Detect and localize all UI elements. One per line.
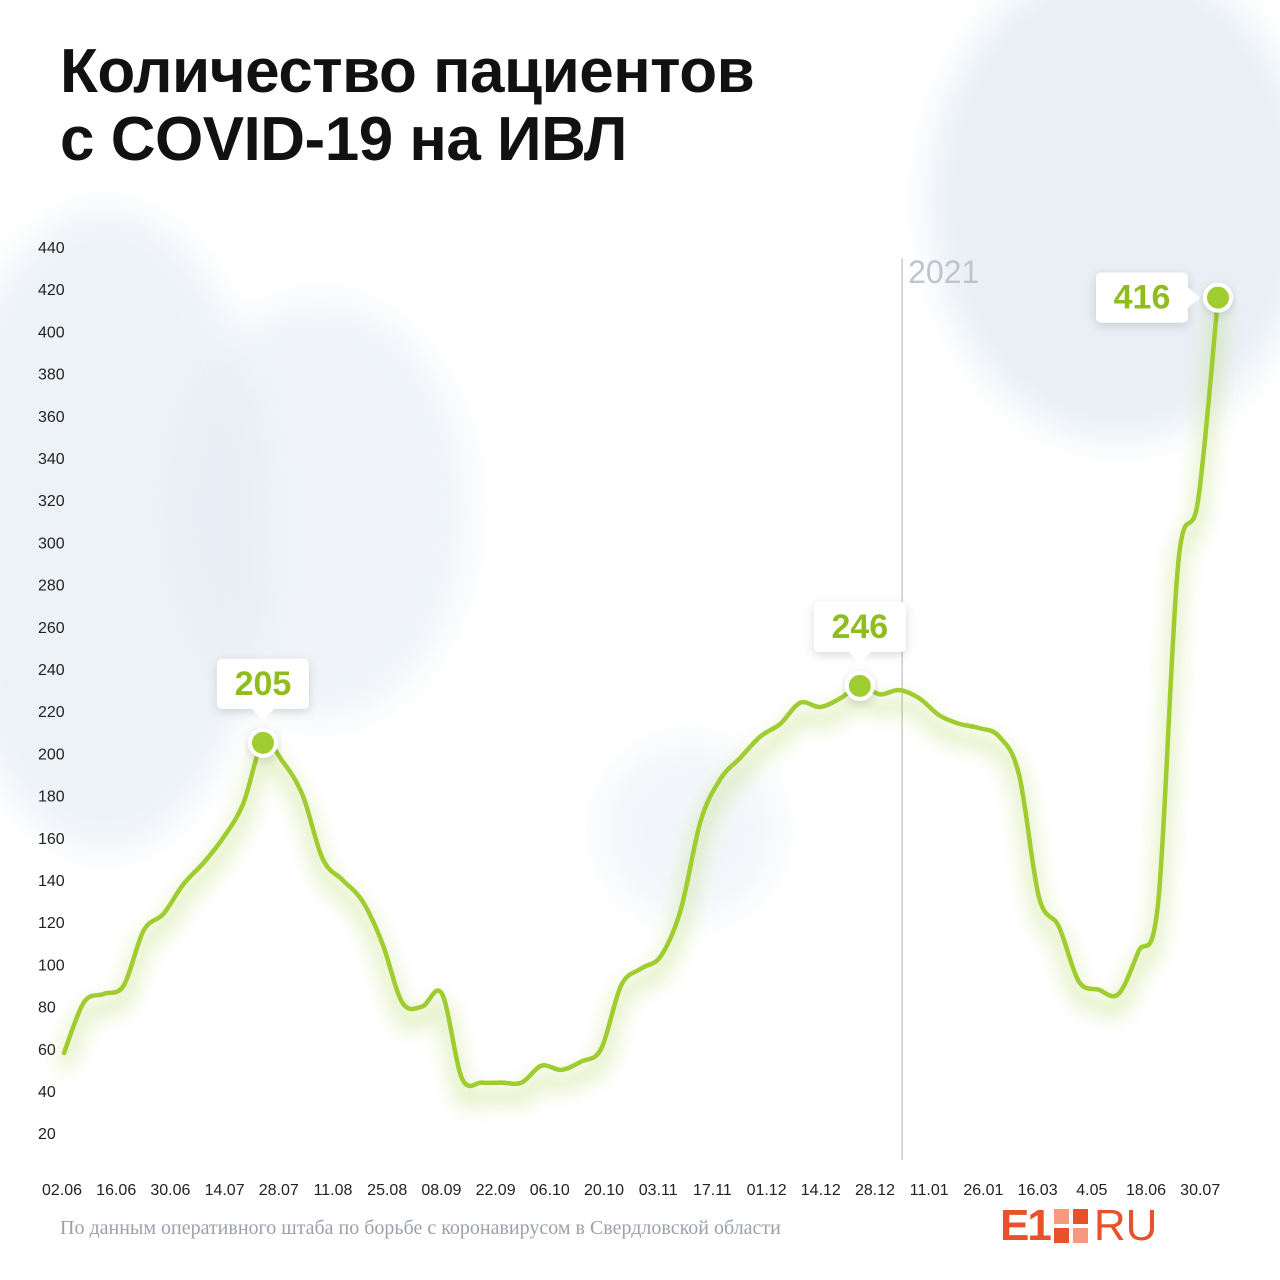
y-tick-label: 20: [38, 1126, 56, 1143]
chart-title: Количество пациентов с COVID-19 на ИВЛ: [60, 37, 755, 174]
y-tick-label: 340: [38, 451, 65, 468]
x-tick-label: 26.01: [963, 1182, 1003, 1199]
callout-box: [216, 658, 309, 709]
callout-246: 246: [813, 601, 906, 701]
y-tick-label: 380: [38, 367, 65, 384]
y-tick-label: 300: [38, 535, 65, 552]
callout-label: 416: [1114, 279, 1171, 317]
x-tick-label: 11.08: [314, 1182, 353, 1199]
logo-squares-icon: [1053, 1209, 1088, 1243]
background-decoration-top-right: [930, 0, 1280, 440]
y-tick-label: 400: [38, 324, 65, 341]
data-point-marker: [844, 670, 875, 701]
source-note: По данным оперативного штаба по борьбе с…: [60, 1217, 781, 1239]
year-label: 2021: [908, 254, 979, 290]
x-axis: 02.06 16.06 30.06 14.07 28.07 11.08 25.08 08.09…: [42, 1182, 1220, 1199]
background-decoration-center: [170, 300, 470, 720]
callout-box: [1096, 272, 1188, 323]
x-tick-label: 08.09: [421, 1182, 461, 1199]
x-tick-label: 25.08: [367, 1182, 407, 1199]
y-tick-label: 160: [38, 831, 65, 848]
x-tick-label: 18.06: [1126, 1182, 1166, 1199]
callout-pointer: [848, 651, 871, 664]
callout-pointer: [251, 708, 274, 721]
y-axis: 20 40 60 80 100 120 140 160 180 200 220 240 260 280 30…: [38, 240, 65, 1143]
y-tick-label: 220: [38, 704, 65, 721]
y-tick-label: 280: [38, 578, 65, 595]
y-tick-label: 40: [38, 1084, 56, 1101]
data-point-marker: [247, 727, 278, 758]
x-tick-label: 16.06: [96, 1182, 136, 1199]
callouts: 205 246 416: [216, 272, 1233, 758]
x-tick-label: 03.11: [639, 1182, 678, 1199]
x-tick-label: 30.06: [150, 1182, 190, 1199]
callout-205: 205: [216, 658, 309, 758]
y-tick-label: 440: [38, 240, 65, 257]
x-tick-label: 14.12: [801, 1182, 841, 1199]
callout-label: 205: [235, 665, 292, 703]
y-tick-label: 260: [38, 620, 65, 637]
y-tick-label: 240: [38, 662, 65, 679]
y-tick-label: 360: [38, 409, 65, 426]
x-tick-label: 14.07: [205, 1182, 245, 1199]
y-tick-label: 180: [38, 789, 65, 806]
x-tick-label: 11.01: [910, 1182, 949, 1199]
callout-label: 246: [831, 608, 888, 646]
x-tick-label: 02.06: [42, 1182, 82, 1199]
year-marker: 2021: [901, 254, 979, 1160]
y-tick-label: 80: [38, 1000, 56, 1017]
logo-e1-text: E1: [1000, 1201, 1052, 1250]
x-tick-label: 01.12: [747, 1182, 787, 1199]
x-tick-label: 16.03: [1018, 1182, 1058, 1199]
x-tick-label: 20.10: [584, 1182, 624, 1199]
y-tick-label: 120: [38, 915, 65, 932]
x-tick-label: 4.05: [1076, 1182, 1107, 1199]
data-point-marker: [1203, 282, 1233, 313]
y-tick-label: 320: [38, 493, 65, 510]
callout-pointer: [1188, 287, 1200, 308]
x-tick-label: 17.11: [693, 1182, 732, 1199]
y-tick-label: 100: [38, 957, 65, 974]
callout-box: [813, 601, 906, 652]
logo-ru-text: RU: [1093, 1201, 1158, 1250]
y-tick-label: 200: [38, 746, 65, 763]
chart-title-line-1: Количество пациентов: [60, 37, 755, 106]
y-tick-label: 140: [38, 873, 65, 890]
callout-416: 416: [1096, 272, 1233, 323]
y-tick-label: 60: [38, 1042, 56, 1059]
chart-title-line-2: с COVID-19 на ИВЛ: [60, 105, 627, 174]
x-tick-label: 28.12: [855, 1182, 895, 1199]
x-tick-label: 22.09: [476, 1182, 516, 1199]
x-tick-label: 30.07: [1180, 1182, 1220, 1199]
x-tick-label: 06.10: [530, 1182, 570, 1199]
x-tick-label: 28.07: [259, 1182, 299, 1199]
e1-ru-logo[interactable]: E1 RU: [1000, 1201, 1158, 1250]
y-tick-label: 420: [38, 282, 65, 299]
